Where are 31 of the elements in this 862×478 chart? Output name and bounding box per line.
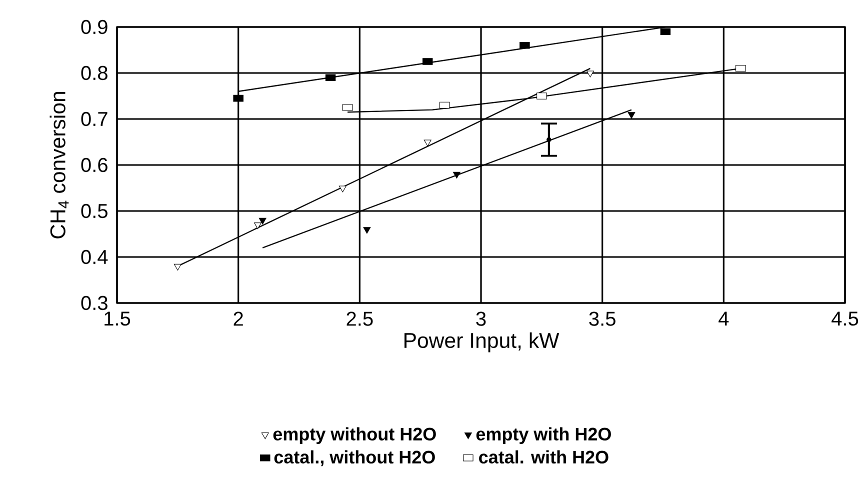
point: [586, 70, 594, 78]
x-tick-label: 1.5: [104, 312, 130, 326]
point: [628, 112, 636, 119]
point: [453, 172, 460, 178]
point: [233, 94, 244, 102]
x-tick-label: 2: [234, 312, 243, 326]
y-tick-label: 0.7: [81, 112, 108, 126]
legend-label: catal. with H2O: [479, 450, 608, 464]
point: [363, 227, 371, 234]
point: [258, 218, 266, 224]
legend-label: empty with H2O: [476, 427, 611, 444]
x-tick-label: 3: [476, 312, 486, 326]
y-axis-title: CH$_{4}$ conversion: [50, 92, 69, 238]
legend-label: catal., without H2O: [274, 450, 435, 466]
x-tick-label: 4.5: [832, 312, 858, 326]
y-tick-label: 0.6: [81, 158, 108, 172]
point: [254, 222, 262, 230]
y-tick-label: 0.4: [81, 250, 108, 264]
y-tick-label: 0.9: [81, 20, 108, 34]
point: [546, 137, 552, 142]
y-tick-label: 0.8: [81, 66, 108, 80]
y-tick-label: 0.3: [81, 296, 108, 310]
point: [338, 186, 346, 192]
x-tick-label: 2.5: [346, 312, 373, 326]
legend-label: empty without H2O: [273, 427, 436, 444]
x-tick-label: 3.5: [589, 312, 616, 326]
point: [424, 140, 432, 146]
x-axis-title: Power Input, kW: [404, 332, 560, 352]
point: [174, 264, 182, 270]
x-tick-label: 4: [718, 312, 729, 326]
y-tick-label: 0.5: [81, 204, 108, 218]
